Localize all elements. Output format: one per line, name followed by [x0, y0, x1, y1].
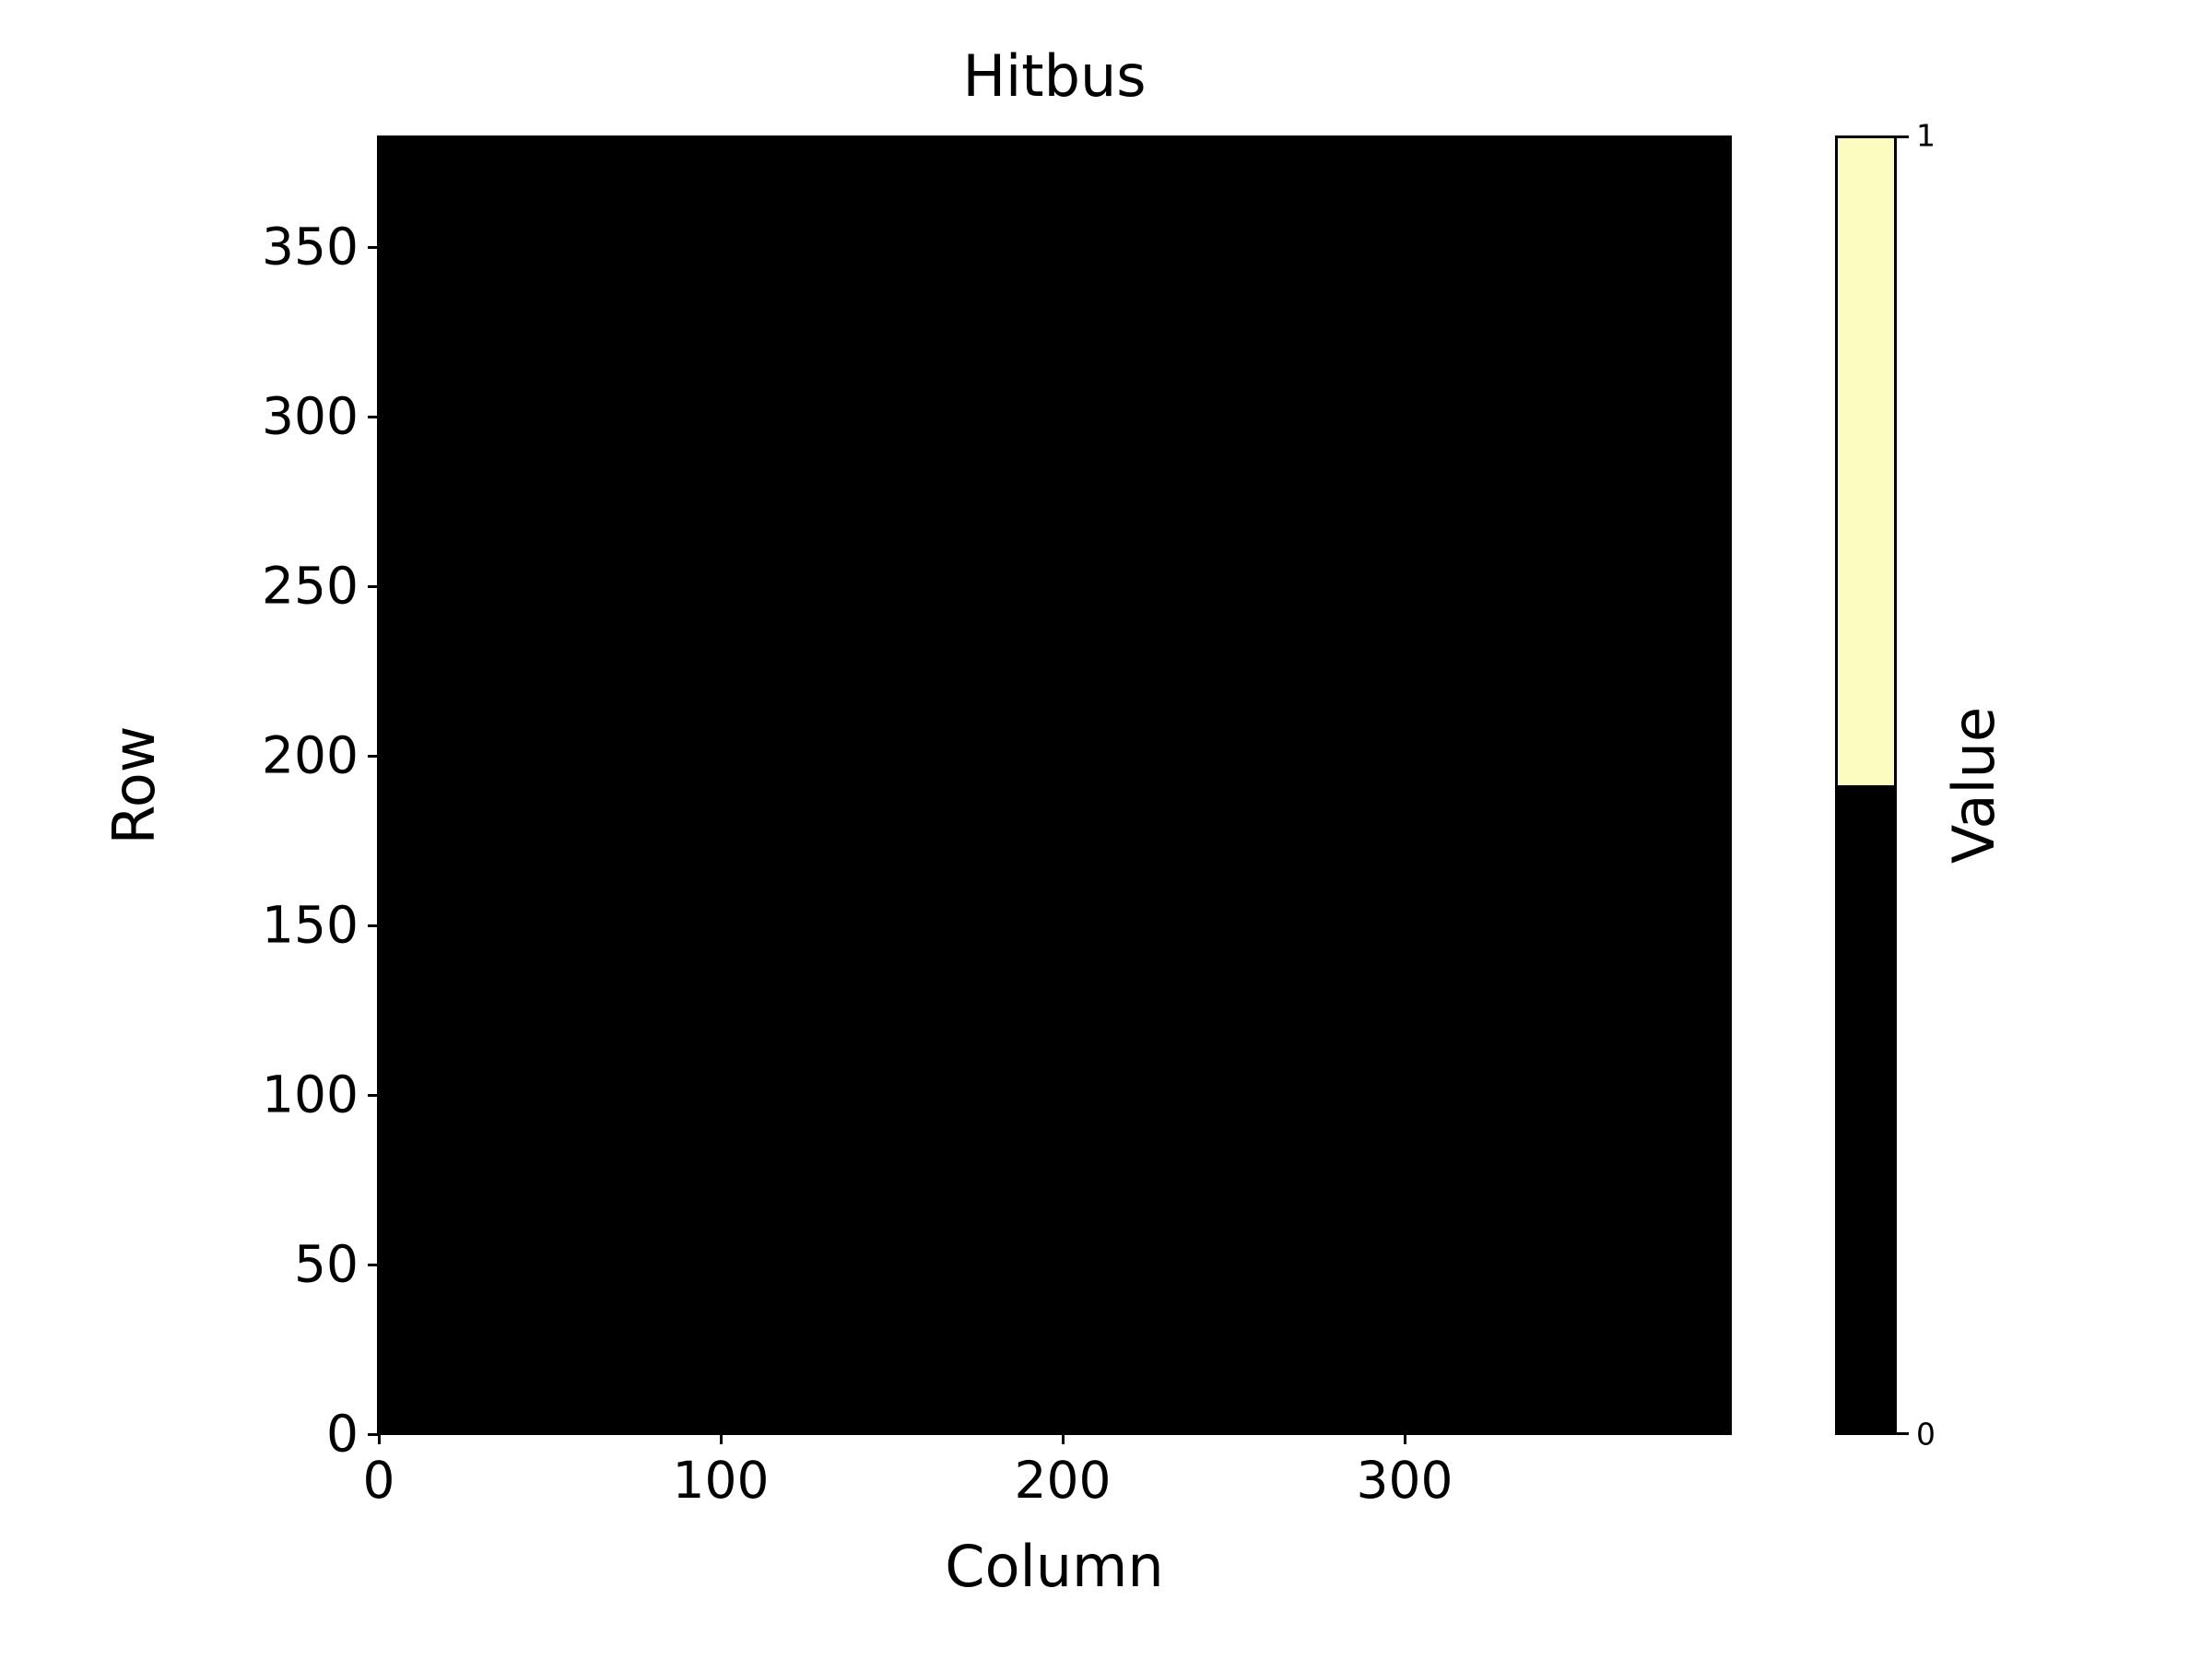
y-tick-mark — [368, 755, 379, 758]
colorbar-tick-label: 1 — [1916, 117, 1936, 154]
x-tick-mark — [720, 1433, 723, 1444]
y-tick-label: 150 — [262, 895, 359, 955]
y-tick-mark — [368, 924, 379, 927]
colorbar — [1835, 135, 1897, 1435]
x-tick-label: 300 — [1356, 1451, 1453, 1510]
y-tick-mark — [368, 246, 379, 249]
page-title: Hitbus — [962, 42, 1147, 110]
y-tick-label: 200 — [262, 725, 359, 785]
y-tick-label: 50 — [294, 1234, 359, 1294]
x-axis-label: Column — [945, 1533, 1164, 1600]
colorbar-tick-label: 0 — [1916, 1416, 1936, 1453]
y-tick-mark — [368, 1264, 379, 1266]
y-tick-label: 350 — [262, 217, 359, 276]
x-tick-label: 200 — [1014, 1451, 1112, 1510]
y-tick-label: 0 — [326, 1404, 359, 1464]
x-tick-label: 100 — [672, 1451, 770, 1510]
heatmap-axes: 0 50 100 150 200 250 300 350 — [262, 135, 1732, 1506]
colorbar-gradient — [1838, 138, 1894, 1432]
y-tick-label: 250 — [262, 556, 359, 616]
y-tick-label: 300 — [262, 386, 359, 446]
heatmap-image — [379, 137, 1730, 1433]
colorbar-tick-mark — [1897, 135, 1909, 138]
x-tick-mark — [378, 1433, 381, 1444]
y-tick-mark — [368, 1094, 379, 1097]
y-tick-mark — [368, 1433, 379, 1436]
y-tick-label: 100 — [262, 1065, 359, 1124]
x-tick-mark — [1062, 1433, 1065, 1444]
x-tick-mark — [1404, 1433, 1406, 1444]
x-tick-label: 0 — [362, 1451, 395, 1510]
y-tick-mark — [368, 416, 379, 418]
colorbar-label: Value — [1940, 706, 2007, 865]
y-tick-mark — [368, 585, 379, 588]
colorbar-tick-mark — [1897, 1432, 1909, 1435]
y-axis-label: Row — [100, 725, 168, 845]
